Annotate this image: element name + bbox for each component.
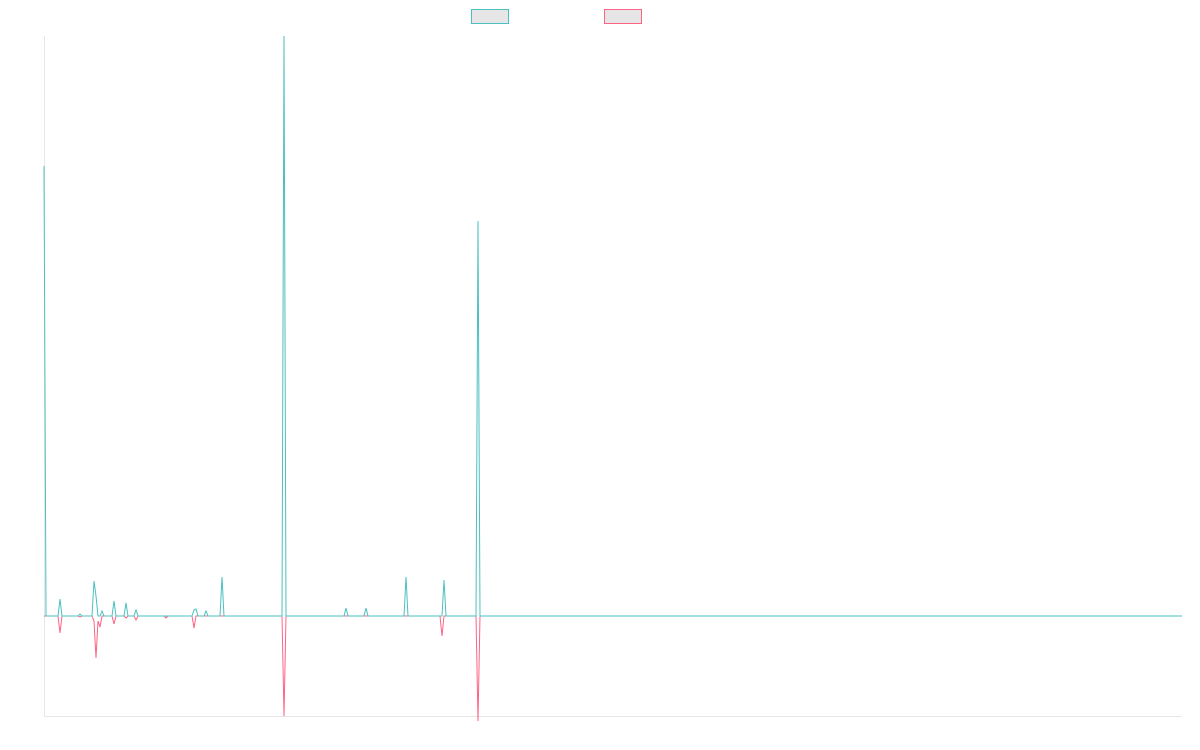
legend-swatch-series-a <box>471 9 509 24</box>
series-layer <box>43 35 1182 722</box>
legend-item-series-a[interactable] <box>471 9 515 24</box>
series-line-a <box>43 35 1182 617</box>
chart-legend <box>0 9 1200 29</box>
series-line-b <box>44 615 1182 722</box>
legend-item-series-b[interactable] <box>604 9 648 24</box>
axes <box>44 36 1182 717</box>
legend-swatch-series-b <box>604 9 642 24</box>
